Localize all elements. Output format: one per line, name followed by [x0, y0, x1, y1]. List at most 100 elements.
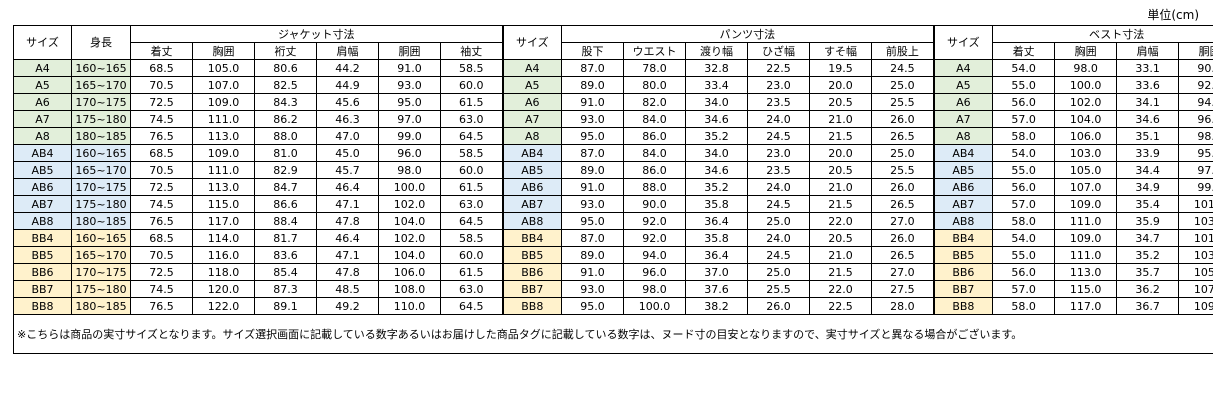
- vest-value-cell: 96.0: [1178, 110, 1213, 128]
- jacket-value-cell: 47.1: [316, 195, 379, 213]
- pants-value-cell: 93.0: [561, 280, 625, 298]
- jacket-value-cell: 86.6: [254, 195, 317, 213]
- size-cell-pants: AB5: [501, 161, 563, 179]
- vest-value-cell: 109.0: [1178, 297, 1213, 315]
- size-chart-table: サイズ 身長 ジャケット寸法 サイズ パンツ寸法 サイズ ベスト寸法 着丈 胸囲…: [12, 25, 1213, 354]
- jacket-value-cell: 89.1: [254, 297, 317, 315]
- vest-value-cell: 109.0: [1054, 229, 1118, 247]
- size-cell-vest: BB6: [932, 263, 994, 281]
- size-cell: AB5: [13, 161, 72, 179]
- size-cell-vest: A4: [932, 59, 994, 77]
- jacket-value-cell: 63.0: [439, 195, 504, 213]
- jacket-value-cell: 114.0: [192, 229, 255, 247]
- pants-value-cell: 21.0: [809, 178, 873, 196]
- vest-value-cell: 58.0: [992, 297, 1056, 315]
- pants-value-cell: 84.0: [623, 110, 687, 128]
- jacket-value-cell: 74.5: [130, 280, 193, 298]
- height-cell: 165~170: [71, 161, 131, 179]
- jacket-value-cell: 95.0: [378, 93, 441, 111]
- size-cell: A4: [13, 59, 72, 77]
- pants-value-cell: 98.0: [623, 280, 687, 298]
- jacket-value-cell: 88.4: [254, 212, 317, 230]
- size-cell: AB4: [13, 144, 72, 162]
- pants-value-cell: 89.0: [561, 161, 625, 179]
- jacket-value-cell: 61.5: [439, 263, 504, 281]
- pants-value-cell: 86.0: [623, 161, 687, 179]
- vest-value-cell: 98.0: [1178, 127, 1213, 145]
- height-cell: 180~185: [71, 127, 131, 145]
- pants-value-cell: 91.0: [561, 178, 625, 196]
- jacket-value-cell: 58.5: [439, 144, 504, 162]
- jacket-value-cell: 85.4: [254, 263, 317, 281]
- vest-value-cell: 100.0: [1054, 76, 1118, 94]
- vest-value-cell: 58.0: [992, 212, 1056, 230]
- size-cell: BB6: [13, 263, 72, 281]
- pants-value-cell: 25.5: [871, 161, 935, 179]
- height-cell: 170~175: [71, 263, 131, 281]
- pants-value-cell: 90.0: [623, 195, 687, 213]
- table-row: AB6 170~175 72.5 113.0 84.7 46.4 100.0 61.5 AB6 9…: [13, 178, 1213, 196]
- pants-value-cell: 95.0: [561, 297, 625, 315]
- pants-value-cell: 26.0: [871, 110, 935, 128]
- size-cell-vest: A8: [932, 127, 994, 145]
- table-row: BB8 180~185 76.5 122.0 89.1 49.2 110.0 64.5 BB8 9…: [13, 297, 1213, 315]
- note-text: ※こちらは商品の実寸サイズとなります。サイズ選択画面に記載している数字あるいはお…: [12, 314, 1213, 354]
- header-pants-col: ひざ幅: [747, 42, 811, 60]
- table-row: BB5 165~170 70.5 116.0 83.6 47.1 104.0 60.0 BB5 8…: [13, 246, 1213, 264]
- jacket-value-cell: 84.3: [254, 93, 317, 111]
- pants-value-cell: 27.5: [871, 280, 935, 298]
- pants-value-cell: 20.0: [809, 144, 873, 162]
- header-size-pants: サイズ: [501, 25, 563, 60]
- table-row: A5 165~170 70.5 107.0 82.5 44.9 93.0 60.0 A5 89.0…: [13, 76, 1213, 94]
- pants-value-cell: 34.0: [685, 144, 749, 162]
- size-cell-pants: A8: [501, 127, 563, 145]
- vest-value-cell: 35.2: [1116, 246, 1180, 264]
- size-cell-pants: AB4: [501, 144, 563, 162]
- jacket-value-cell: 72.5: [130, 263, 193, 281]
- jacket-value-cell: 118.0: [192, 263, 255, 281]
- pants-value-cell: 24.0: [747, 229, 811, 247]
- vest-value-cell: 90.0: [1178, 59, 1213, 77]
- jacket-value-cell: 61.5: [439, 93, 504, 111]
- jacket-value-cell: 47.8: [316, 263, 379, 281]
- height-cell: 180~185: [71, 212, 131, 230]
- jacket-value-cell: 120.0: [192, 280, 255, 298]
- table-row: AB4 160~165 68.5 109.0 81.0 45.0 96.0 58.5 AB4 87…: [13, 144, 1213, 162]
- pants-value-cell: 19.5: [809, 59, 873, 77]
- size-cell-pants: A6: [501, 93, 563, 111]
- pants-value-cell: 25.5: [871, 93, 935, 111]
- table-row: AB7 175~180 74.5 115.0 86.6 47.1 102.0 63.0 AB7 9…: [13, 195, 1213, 213]
- vest-value-cell: 35.1: [1116, 127, 1180, 145]
- size-cell-pants: BB7: [501, 280, 563, 298]
- size-cell-vest: A6: [932, 93, 994, 111]
- pants-value-cell: 34.6: [685, 161, 749, 179]
- jacket-value-cell: 82.9: [254, 161, 317, 179]
- jacket-value-cell: 81.7: [254, 229, 317, 247]
- pants-value-cell: 93.0: [561, 110, 625, 128]
- vest-value-cell: 107.0: [1054, 178, 1118, 196]
- size-cell-vest: AB5: [932, 161, 994, 179]
- jacket-value-cell: 70.5: [130, 161, 193, 179]
- pants-value-cell: 34.0: [685, 93, 749, 111]
- jacket-value-cell: 102.0: [378, 195, 441, 213]
- size-cell: AB8: [13, 212, 72, 230]
- pants-value-cell: 23.0: [747, 144, 811, 162]
- pants-value-cell: 25.0: [747, 263, 811, 281]
- pants-value-cell: 35.2: [685, 178, 749, 196]
- unit-label: 単位(cm): [1147, 8, 1199, 22]
- jacket-value-cell: 61.5: [439, 178, 504, 196]
- size-cell: BB8: [13, 297, 72, 315]
- pants-value-cell: 26.5: [871, 246, 935, 264]
- pants-value-cell: 25.0: [747, 212, 811, 230]
- size-cell: BB7: [13, 280, 72, 298]
- header-vest-group: ベスト寸法: [992, 25, 1213, 43]
- jacket-value-cell: 60.0: [439, 76, 504, 94]
- pants-value-cell: 92.0: [623, 229, 687, 247]
- vest-value-cell: 105.0: [1178, 263, 1213, 281]
- vest-value-cell: 57.0: [992, 195, 1056, 213]
- jacket-value-cell: 91.0: [378, 59, 441, 77]
- jacket-value-cell: 105.0: [192, 59, 255, 77]
- jacket-value-cell: 88.0: [254, 127, 317, 145]
- pants-value-cell: 20.5: [809, 161, 873, 179]
- vest-value-cell: 34.9: [1116, 178, 1180, 196]
